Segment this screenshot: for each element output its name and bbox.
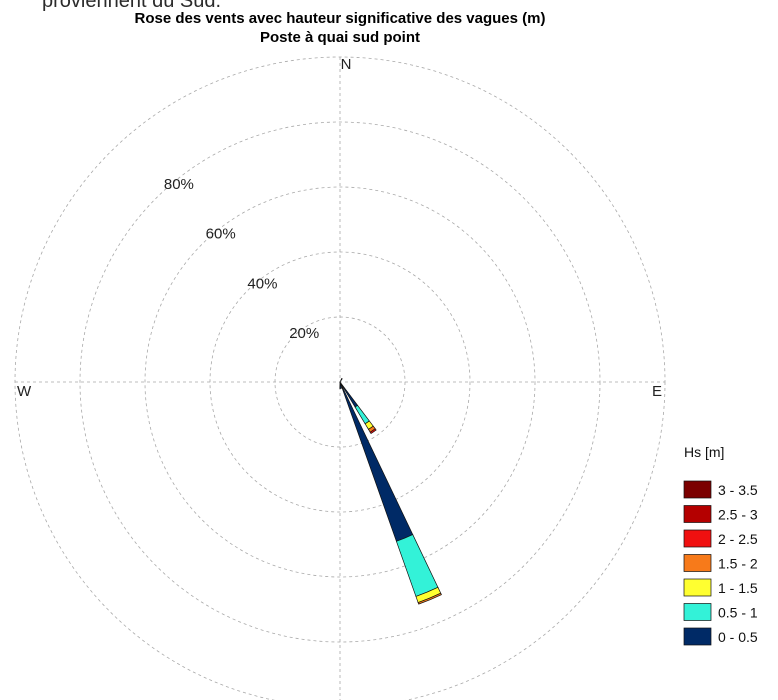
direction-label-e: E	[652, 383, 662, 400]
legend-swatch-4	[683, 578, 712, 597]
direction-label-w: W	[17, 383, 32, 400]
petal-2-segment-0	[339, 381, 342, 389]
legend-label-3: 1.5 - 2	[718, 556, 758, 572]
petal-3-segment-0	[339, 377, 343, 383]
grid-ring-3	[144, 186, 536, 578]
wind-petals	[339, 377, 442, 605]
polar-grid	[14, 56, 666, 700]
legend-swatch-0	[683, 480, 712, 499]
petal-0-segment-0	[339, 381, 414, 542]
legend-label-1: 2.5 - 3	[718, 507, 758, 523]
chart-title: Rose des vents avec hauteur significativ…	[134, 10, 546, 27]
direction-label-n: N	[341, 56, 352, 73]
ring-label-20pct: 20%	[289, 325, 319, 342]
ring-label-60pct: 60%	[206, 226, 236, 243]
caption-fragment: proviennent du Sud.	[42, 0, 222, 12]
legend-swatch-1	[683, 505, 712, 523]
legend-label-4: 1 - 1.5	[718, 580, 758, 596]
legend-label-2: 2 - 2.5	[718, 531, 758, 547]
legend-swatch-5	[683, 603, 712, 621]
legend-label-6: 0 - 0.5	[718, 629, 758, 645]
chart-subtitle: Poste à quai sud point	[259, 29, 420, 46]
petal-0-segment-1	[395, 534, 439, 597]
legend-swatch-6	[683, 627, 712, 646]
legend-swatch-2	[683, 529, 712, 548]
petal-0-segment-3	[417, 592, 442, 605]
legend-title: Hs [m]	[684, 444, 724, 460]
legend-swatch-3	[683, 554, 712, 572]
legend-label-0: 3 - 3.5	[718, 482, 758, 498]
ring-label-80pct: 80%	[164, 176, 194, 193]
legend-label-5: 0.5 - 1	[718, 605, 758, 621]
petal-1-segment-4	[369, 428, 377, 435]
legend: Hs [m] 3 - 3.5 2.5 - 3 2 - 2.5 1.5 - 2 1 - 1.…	[683, 444, 758, 646]
chart-labels: NESW20%40%60%80%	[17, 56, 662, 400]
ring-label-40pct: 40%	[247, 275, 277, 292]
